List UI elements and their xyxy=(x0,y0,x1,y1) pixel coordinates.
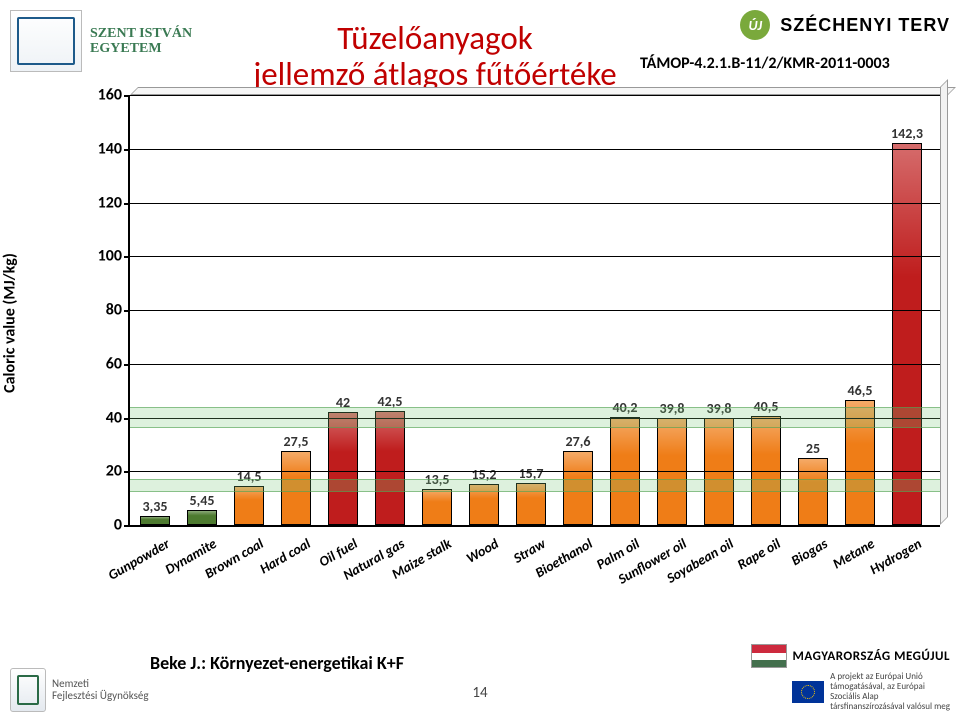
uj-badge-icon: ÚJ xyxy=(740,10,770,40)
ytick-label: 100 xyxy=(98,247,122,266)
ytick-mark xyxy=(124,256,130,258)
x-category-label: Hard coal xyxy=(305,535,314,550)
ytick-label: 40 xyxy=(106,408,122,427)
x-category-label: Natural gas xyxy=(399,535,408,550)
x-category-label: Biogas xyxy=(822,535,831,550)
ytick-mark xyxy=(124,525,130,527)
nfu-block: Nemzeti Fejlesztési Ügynökség xyxy=(10,668,149,712)
bar-value-label: 27,6 xyxy=(566,433,591,450)
bar-value-label: 5,45 xyxy=(190,492,215,509)
eu-flag-icon xyxy=(792,681,824,703)
flag-green xyxy=(752,660,786,667)
bar-value-label: 3,35 xyxy=(143,498,168,515)
hungary-flag-icon xyxy=(751,644,787,668)
university-logo xyxy=(10,10,82,72)
x-category-label: Soyabean oil xyxy=(728,535,737,550)
bar: 5,45 xyxy=(187,510,217,525)
ytick-label: 140 xyxy=(98,139,122,158)
highlight-band xyxy=(130,479,940,492)
gridline xyxy=(130,203,940,204)
x-category-label: Palm oil xyxy=(634,535,643,550)
bar-value-label: 142,3 xyxy=(891,125,923,142)
ytick-mark xyxy=(124,149,130,151)
szechenyi-block: ÚJ SZÉCHENYI TERV xyxy=(740,10,950,40)
y-axis-label: Caloric value (MJ/kg) xyxy=(1,253,20,393)
nfu-text: Nemzeti Fejlesztési Ügynökség xyxy=(52,678,149,702)
chart: Caloric value (MJ/kg) 3,355,4514,527,542… xyxy=(38,95,948,550)
x-category-label: Straw xyxy=(540,535,549,550)
ytick-mark xyxy=(124,203,130,205)
mm-text: MAGYARORSZÁG MEGÚJUL xyxy=(793,649,950,664)
szechenyi-text: SZÉCHENYI TERV xyxy=(780,15,950,36)
x-category-label: Oil fuel xyxy=(352,535,361,550)
eu-block: A projekt az Európai Unió támogatásával,… xyxy=(792,672,950,712)
university-name: SZENT ISTVÁN EGYETEM xyxy=(90,26,192,57)
ytick-label: 20 xyxy=(106,462,122,481)
university-block: SZENT ISTVÁN EGYETEM xyxy=(10,10,192,72)
footer-right: MAGYARORSZÁG MEGÚJUL A projekt az Európa… xyxy=(751,644,950,712)
ytick-mark xyxy=(124,471,130,473)
plot-3d-top xyxy=(130,87,956,95)
x-category-label: Bioethanol xyxy=(587,535,596,550)
bar: 13,5 xyxy=(422,489,452,525)
ytick-mark xyxy=(124,95,130,97)
ytick-label: 60 xyxy=(106,354,122,373)
x-category-label: Dynamite xyxy=(211,535,220,550)
highlight-band xyxy=(130,407,940,428)
gridline xyxy=(130,256,940,257)
flag-red xyxy=(752,645,786,652)
ytick-mark xyxy=(124,310,130,312)
eu-line4: társfinanszírozásával valósul meg xyxy=(830,702,950,712)
ytick-mark xyxy=(124,364,130,366)
gridline xyxy=(130,310,940,311)
x-category-label: Maize stalk xyxy=(446,535,455,550)
x-category-label: Gunpowder xyxy=(164,535,173,550)
x-category-label: Metane xyxy=(869,535,878,550)
bar-value-label: 25 xyxy=(806,440,820,457)
x-category-label: Sunflower oil xyxy=(681,535,690,550)
bar: 142,3 xyxy=(892,143,922,525)
university-line2: EGYETEM xyxy=(90,41,192,56)
bar: 3,35 xyxy=(140,516,170,525)
bar: 42,5 xyxy=(375,411,405,525)
tamop-code: TÁMOP-4.2.1.B-11/2/KMR-2011-0003 xyxy=(640,54,890,73)
slide-title: Tüzelőanyagokjellemző átlagos fűtőértéke xyxy=(200,20,670,93)
x-category-label: Rape oil xyxy=(775,535,784,550)
plot-3d-right xyxy=(940,79,948,525)
slide: SZENT ISTVÁN EGYETEM ÚJ SZÉCHENYI TERV T… xyxy=(0,0,960,722)
ytick-label: 120 xyxy=(98,193,122,212)
university-line1: SZENT ISTVÁN xyxy=(90,26,192,41)
x-labels: Gunpowder Dynamite Brown coal Hard coal Oil … xyxy=(128,531,938,601)
bar-value-label: 46,5 xyxy=(848,382,873,399)
x-category-label: Hydrogen xyxy=(916,535,925,550)
mm-block: MAGYARORSZÁG MEGÚJUL xyxy=(751,644,950,668)
gridline xyxy=(130,149,940,150)
bar-value-label: 27,5 xyxy=(284,433,309,450)
nfu-line2: Fejlesztési Ügynökség xyxy=(52,690,149,702)
flag-white xyxy=(752,653,786,660)
bar: 42 xyxy=(328,412,358,525)
gridline xyxy=(130,95,940,96)
x-category-label: Wood xyxy=(493,535,502,550)
ytick-label: 80 xyxy=(106,301,122,320)
ytick-label: 160 xyxy=(98,86,122,105)
plot-area: 3,355,4514,527,54242,513,515,215,727,640… xyxy=(128,95,940,527)
eu-text: A projekt az Európai Unió támogatásával,… xyxy=(830,672,950,712)
source-text: Beke J.: Környezet-energetikai K+F xyxy=(150,652,404,674)
page-number: 14 xyxy=(472,684,487,702)
ytick-label: 0 xyxy=(114,516,122,535)
gridline xyxy=(130,471,940,472)
gridline xyxy=(130,364,940,365)
x-category-label: Brown coal xyxy=(258,535,267,550)
nfu-logo-icon xyxy=(10,668,46,712)
